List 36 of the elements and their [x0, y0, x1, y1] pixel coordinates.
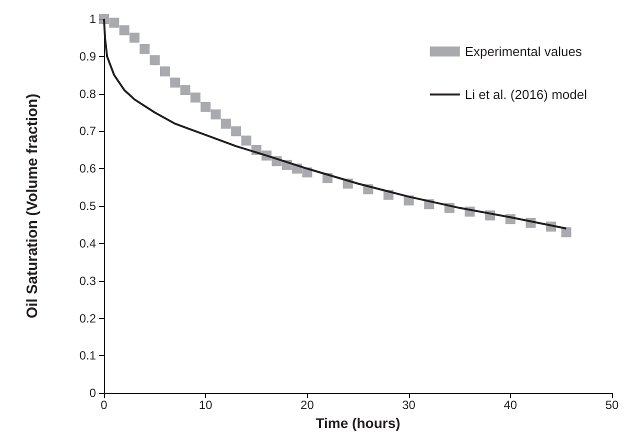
y-tick-label: 0.4	[79, 236, 96, 250]
point	[150, 55, 160, 66]
x-tick-label: 10	[198, 398, 213, 412]
x-tick-label: 30	[402, 398, 416, 412]
point	[109, 18, 120, 28]
point	[200, 102, 211, 112]
point	[220, 118, 231, 129]
y-tick-label: 0.8	[79, 86, 96, 101]
point	[170, 78, 180, 88]
x-tick-label: 50	[605, 398, 619, 412]
legend-label: Li et al. (2016) model	[464, 87, 588, 102]
y-tick-label: 0	[89, 386, 96, 400]
x-tick-label: 20	[300, 398, 314, 412]
y-tick-label: 0.2	[79, 311, 96, 326]
point	[561, 227, 572, 238]
point	[119, 25, 130, 36]
point	[180, 85, 190, 96]
x-axis-title: Time (hours)	[316, 415, 400, 431]
y-tick-label: 0.3	[79, 274, 96, 288]
point	[160, 66, 170, 76]
y-tick-label: 0.1	[79, 348, 96, 363]
legend-label: Experimental values	[464, 44, 582, 59]
y-tick-label: 1	[89, 12, 96, 26]
x-tick-label: 40	[504, 398, 518, 412]
x-tick-label: 0	[100, 398, 108, 412]
point	[241, 136, 252, 146]
y-tick-label: 0.9	[79, 49, 96, 64]
y-tick-label: 0.7	[79, 124, 96, 138]
y-tick-label: 0.6	[79, 162, 96, 176]
point	[129, 32, 140, 43]
y-axis-title: Oil Saturation (Volume fraction)	[24, 94, 41, 318]
point	[190, 92, 200, 103]
point	[210, 109, 221, 120]
point	[231, 126, 242, 136]
point	[140, 44, 150, 54]
y-tick-label: 0.5	[79, 199, 96, 214]
